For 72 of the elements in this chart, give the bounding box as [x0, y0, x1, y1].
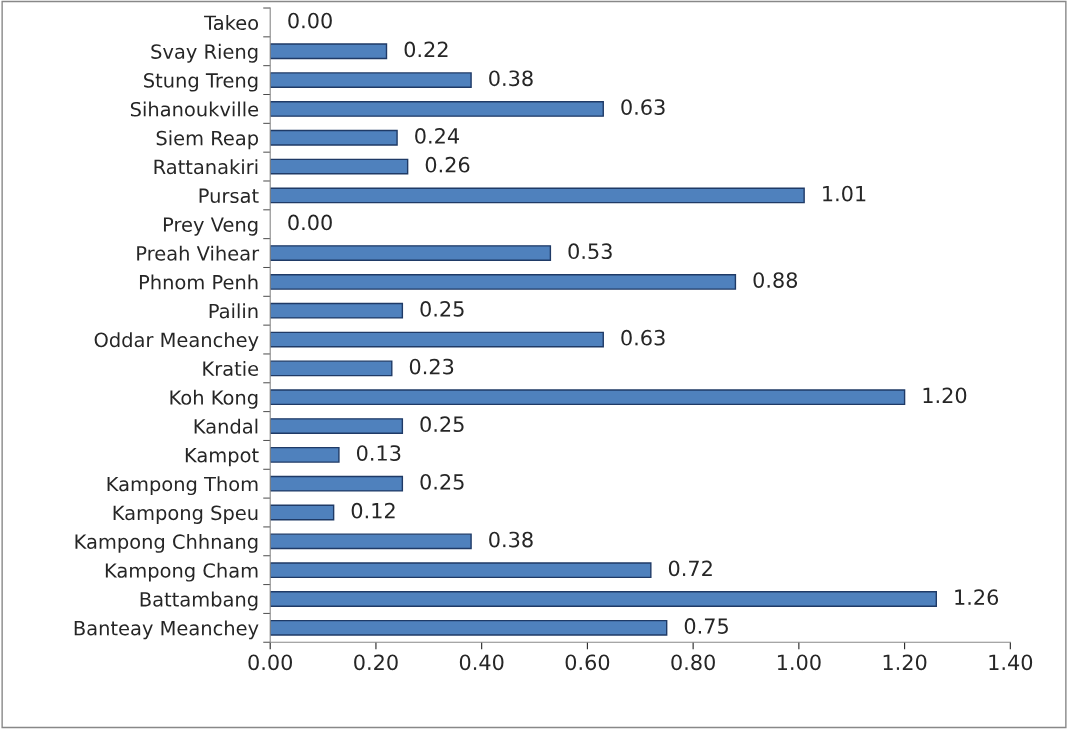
bar [270, 331, 604, 348]
bar [270, 619, 668, 636]
data-label: 0.25 [420, 416, 464, 433]
x-tick-label: 0.60 [565, 654, 610, 671]
x-tick-label: 0.80 [671, 654, 715, 671]
x-tick-label: 1.40 [989, 654, 1033, 671]
data-label: 0.12 [351, 502, 395, 519]
y-tick-label: Kampong Speu [113, 505, 258, 524]
bar [270, 591, 938, 607]
x-tick-label: 0.20 [354, 654, 398, 671]
y-tick-label: Siem Reap [156, 130, 259, 150]
bar [270, 187, 805, 204]
y-tick-label: Stung Treng [144, 73, 258, 92]
bar [270, 446, 340, 463]
y-tick-label: Kampong Chhnang [75, 533, 258, 553]
bar [270, 475, 404, 492]
bar [270, 72, 472, 88]
y-tick-label: Prey Veng [163, 217, 258, 236]
y-tick-label: Kampot [185, 448, 259, 467]
y-tick-label: Banteay Meanchey [74, 620, 259, 640]
y-tick-label: Pailin [209, 303, 258, 319]
bar [270, 101, 604, 117]
y-tick-label: Kandal [194, 418, 258, 434]
y-tick-label: Rattanakiri [154, 159, 258, 175]
data-label: 0.23 [409, 358, 454, 375]
y-tick-label: Battambang [140, 591, 258, 611]
bar [270, 129, 398, 146]
data-label: 0.38 [489, 70, 533, 87]
data-label: 0.24 [415, 128, 459, 144]
data-label: 0.63 [621, 329, 665, 346]
data-label: 1.26 [955, 589, 999, 606]
data-label: 0.38 [489, 531, 533, 548]
x-tick-label: 1.20 [883, 654, 927, 671]
x-tick-label: 0.40 [459, 654, 504, 671]
y-tick-label: Pursat [199, 188, 259, 204]
data-label: 0.72 [668, 560, 712, 577]
bar [270, 273, 737, 290]
bar [270, 43, 388, 60]
y-tick-label: Sihanoukville [130, 101, 259, 117]
y-tick-label: Oddar Meanchey [94, 332, 259, 351]
bar [270, 533, 472, 550]
data-label: 1.01 [823, 185, 866, 202]
x-tick-label: 1.00 [777, 654, 821, 671]
y-tick-label: Phnom Penh [139, 274, 258, 290]
data-label: 0.13 [356, 445, 401, 461]
bar [270, 302, 404, 319]
bar [270, 562, 652, 579]
data-label: 0.75 [684, 618, 728, 634]
data-label: 0.22 [404, 41, 448, 58]
data-label: 0.25 [420, 473, 464, 490]
data-label: 0.00 [288, 12, 332, 29]
data-label: 0.88 [753, 272, 798, 288]
data-label: 0.26 [425, 156, 470, 173]
bar [270, 418, 404, 434]
y-tick-label: Koh Kong [170, 389, 258, 409]
x-tick-label: 0.00 [248, 654, 293, 671]
data-label: 1.20 [923, 387, 967, 404]
data-label: 0.00 [288, 214, 332, 231]
y-tick-label: Kampong Thom [107, 476, 258, 496]
y-tick-label: Svay Rieng [151, 43, 258, 63]
y-tick-label: Kampong Cham [105, 562, 258, 582]
data-label: 0.53 [568, 243, 612, 260]
bar [270, 389, 906, 406]
y-tick-label: Kratie [203, 360, 259, 377]
bar [270, 360, 393, 377]
y-tick-label: Takeo [204, 15, 259, 31]
data-label: 0.63 [621, 99, 665, 115]
bar [270, 504, 335, 521]
bar [270, 158, 409, 175]
y-tick-label: Preah Vihear [137, 245, 260, 261]
data-label: 0.25 [420, 301, 464, 317]
bar [270, 245, 552, 261]
